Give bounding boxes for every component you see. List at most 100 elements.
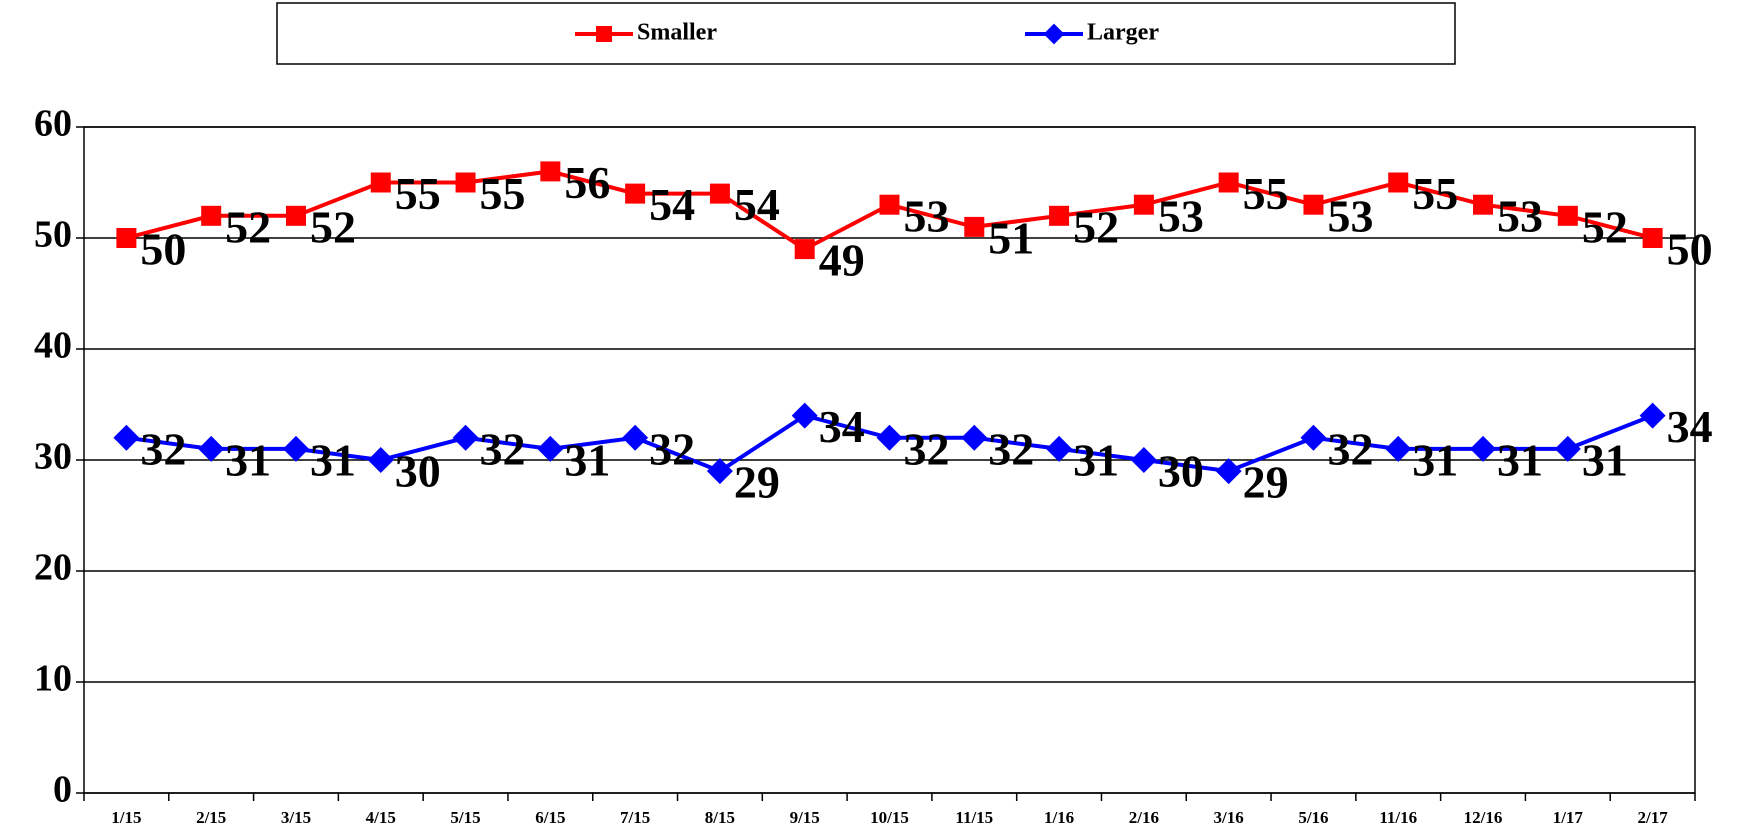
- data-label: 53: [1497, 190, 1543, 241]
- data-label: 54: [649, 179, 695, 230]
- data-label: 30: [1158, 446, 1204, 497]
- data-point: [625, 183, 646, 204]
- legend-box: [276, 2, 1456, 65]
- data-label: 52: [1073, 201, 1119, 252]
- data-point: [1385, 435, 1412, 462]
- x-tick-label: 6/15: [535, 808, 565, 827]
- data-label: 50: [1667, 224, 1713, 275]
- data-point: [1639, 402, 1666, 429]
- data-point: [709, 183, 730, 204]
- data-point: [1046, 435, 1073, 462]
- x-tick-label: 7/15: [620, 808, 650, 827]
- data-label: 53: [1158, 190, 1204, 241]
- x-tick-label: 5/15: [450, 808, 480, 827]
- data-point: [1300, 424, 1327, 451]
- data-point: [1388, 172, 1409, 193]
- x-tick-label: 11/16: [1379, 808, 1417, 827]
- data-label: 52: [1582, 201, 1628, 252]
- data-point: [794, 239, 815, 260]
- data-point: [1218, 172, 1239, 193]
- x-tick-label: 1/15: [111, 808, 141, 827]
- x-tick-label: 1/17: [1553, 808, 1584, 827]
- data-label: 32: [988, 423, 1034, 474]
- data-label: 31: [1073, 434, 1119, 485]
- y-tick-label: 20: [34, 547, 72, 589]
- data-label: 31: [564, 434, 610, 485]
- data-label: 52: [225, 201, 271, 252]
- data-point: [1049, 205, 1070, 226]
- data-point: [455, 172, 476, 193]
- x-tick-label: 3/16: [1214, 808, 1244, 827]
- data-label: 53: [1327, 190, 1373, 241]
- data-label: 32: [1327, 423, 1373, 474]
- data-label: 29: [734, 457, 780, 508]
- y-tick-label: 0: [53, 769, 72, 811]
- data-label: 51: [988, 212, 1034, 263]
- data-point: [1130, 447, 1157, 473]
- data-point: [540, 161, 561, 182]
- data-label: 55: [1412, 168, 1458, 219]
- legend-marker: [596, 26, 612, 42]
- data-point: [1473, 194, 1494, 215]
- data-label: 50: [140, 224, 186, 275]
- data-label: 55: [480, 168, 526, 219]
- x-tick-label: 10/15: [870, 808, 909, 827]
- x-tick-label: 3/15: [281, 808, 311, 827]
- data-label: 31: [1497, 434, 1543, 485]
- y-tick-label: 30: [34, 436, 72, 478]
- data-point: [1554, 435, 1581, 462]
- data-point: [876, 424, 903, 451]
- data-label: 31: [310, 434, 356, 485]
- data-label: 31: [1582, 434, 1628, 485]
- data-label: 56: [564, 157, 610, 208]
- data-label: 32: [140, 423, 186, 474]
- data-label: 34: [819, 401, 865, 452]
- data-point: [1557, 205, 1578, 226]
- x-tick-label: 2/15: [196, 808, 226, 827]
- y-tick-label: 60: [34, 103, 72, 145]
- legend-marker: [1043, 23, 1065, 45]
- data-label: 55: [1243, 168, 1289, 219]
- data-point: [706, 458, 733, 485]
- data-point: [622, 424, 649, 451]
- data-label: 53: [904, 190, 950, 241]
- data-label: 32: [649, 423, 695, 474]
- data-point: [201, 205, 222, 226]
- y-tick-label: 10: [34, 658, 72, 700]
- data-point: [113, 424, 140, 451]
- data-point: [1133, 194, 1154, 215]
- data-point: [791, 402, 818, 429]
- data-point: [1215, 458, 1242, 485]
- x-tick-label: 2/17: [1637, 808, 1668, 827]
- data-label: 32: [480, 423, 526, 474]
- data-point: [116, 228, 137, 248]
- x-tick-label: 8/15: [705, 808, 735, 827]
- x-tick-label: 5/16: [1298, 808, 1328, 827]
- legend-label: Larger: [1087, 20, 1159, 46]
- data-label: 30: [395, 446, 441, 497]
- data-label: 54: [734, 179, 780, 230]
- data-point: [285, 205, 306, 226]
- data-point: [879, 194, 900, 215]
- x-tick-label: 12/16: [1464, 808, 1503, 827]
- x-tick-label: 2/16: [1129, 808, 1159, 827]
- data-point: [537, 435, 564, 462]
- data-label: 34: [1667, 401, 1713, 452]
- data-point: [961, 424, 988, 451]
- y-tick-label: 40: [34, 325, 72, 367]
- data-point: [370, 172, 391, 193]
- legend-label: Smaller: [637, 20, 717, 46]
- data-label: 31: [225, 434, 271, 485]
- x-tick-label: 11/15: [955, 808, 993, 827]
- data-label: 32: [904, 423, 950, 474]
- data-label: 31: [1412, 434, 1458, 485]
- data-label: 29: [1243, 457, 1289, 508]
- x-tick-label: 1/16: [1044, 808, 1074, 827]
- data-point: [1642, 228, 1663, 248]
- data-point: [964, 216, 985, 237]
- data-label: 52: [310, 201, 356, 252]
- data-label: 49: [819, 235, 865, 286]
- data-point: [1470, 435, 1497, 462]
- data-point: [1303, 194, 1324, 215]
